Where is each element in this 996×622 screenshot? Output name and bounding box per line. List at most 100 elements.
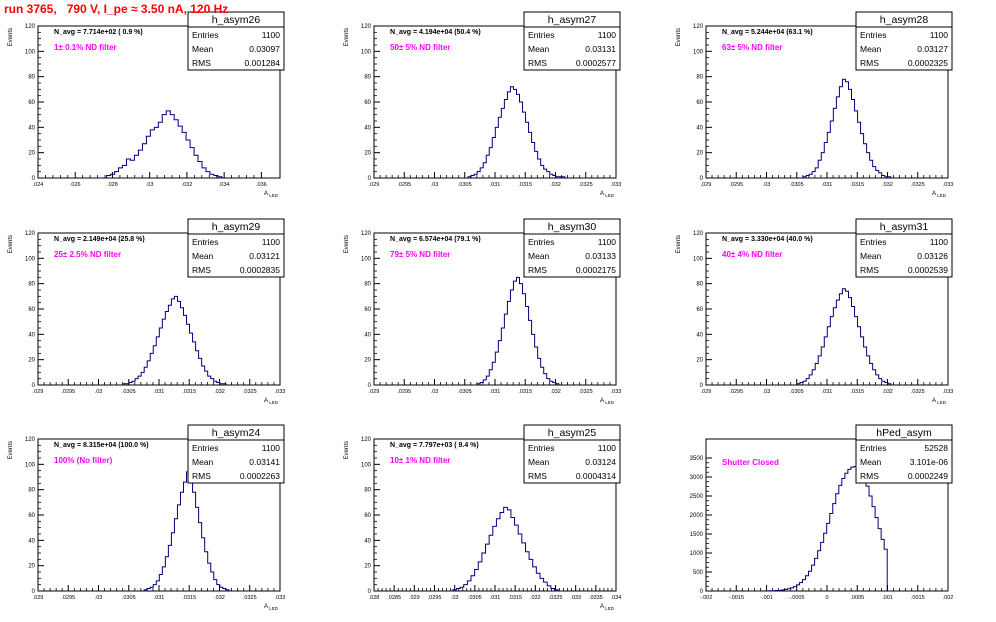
- stats-box-frame: [187, 424, 285, 484]
- stats-box-frame: [855, 424, 953, 484]
- histogram-panel-h_asym31: 0 20 40 60 80 100 120 .029 .0295 .03 .0305 .031 .031…: [676, 218, 953, 405]
- stats-box: h_asym25 Entries 1100 Mean 0.03124 RMS 0.00043…: [523, 424, 621, 484]
- stats-value: 0.03124: [585, 457, 616, 467]
- y-tick-label: 80: [364, 488, 371, 494]
- stats-box-title: h_asym29: [212, 221, 261, 233]
- x-tick-label: .033: [275, 389, 286, 395]
- x-tick-label: .0015: [911, 595, 925, 601]
- y-tick-label: 0: [368, 589, 372, 595]
- stats-box-title: h_asym31: [880, 221, 929, 233]
- stats-label: Mean: [860, 44, 882, 54]
- stats-box-title: h_asym28: [880, 14, 929, 26]
- y-tick-label: 40: [28, 538, 35, 544]
- y-tick-label: 2000: [690, 513, 704, 519]
- x-tick-label: .0315: [850, 389, 864, 395]
- y-axis-title: Events: [8, 235, 14, 253]
- x-tick-label: -.0015: [728, 595, 744, 601]
- x-axis-title-subscript: LED: [604, 193, 615, 198]
- y-tick-label: 20: [28, 564, 35, 570]
- x-tick-label: .0305: [122, 389, 136, 395]
- filter-label: 100% (No filter): [54, 456, 113, 465]
- y-tick-label: 60: [696, 307, 703, 313]
- x-tick-label: .031: [154, 595, 165, 601]
- x-tick-label: .034: [219, 182, 230, 188]
- x-tick-label: .03: [763, 389, 771, 395]
- stats-label: Entries: [860, 443, 886, 453]
- y-tick-label: 0: [700, 589, 704, 595]
- x-axis-title: A LED: [932, 191, 947, 198]
- filter-label: 79± 5% ND filter: [390, 250, 450, 259]
- stats-label: RMS: [192, 58, 211, 68]
- y-tick-label: 120: [361, 231, 372, 237]
- x-axis-title: A LED: [264, 398, 279, 405]
- filter-label: 40± 4% ND filter: [722, 250, 782, 259]
- x-tick-label: .031: [490, 389, 501, 395]
- stats-box-frame: [855, 11, 953, 71]
- stats-label: Mean: [192, 44, 214, 54]
- x-tick-label: .0295: [729, 389, 743, 395]
- x-tick-label: .0315: [518, 182, 532, 188]
- x-tick-label: .0325: [243, 595, 257, 601]
- y-tick-label: 20: [28, 151, 35, 157]
- y-tick-label: 80: [28, 75, 35, 81]
- stats-label: Entries: [528, 443, 554, 453]
- y-tick-label: 80: [28, 282, 35, 288]
- stats-label: Mean: [528, 457, 550, 467]
- x-tick-label: .001: [882, 595, 893, 601]
- x-tick-label: .03: [146, 182, 154, 188]
- x-axis-title-subscript: LED: [936, 400, 947, 405]
- y-tick-label: 120: [25, 437, 36, 443]
- x-tick-label: .0315: [850, 182, 864, 188]
- x-tick-label: -.002: [700, 595, 713, 601]
- y-tick-label: 20: [696, 151, 703, 157]
- y-tick-label: 2500: [690, 494, 704, 500]
- x-tick-label: .0305: [790, 182, 804, 188]
- x-axis-title: A LED: [932, 398, 947, 405]
- y-tick-label: 120: [361, 24, 372, 30]
- x-tick-label: .032: [882, 389, 893, 395]
- x-tick-label: .036: [256, 182, 267, 188]
- y-tick-label: 0: [368, 383, 372, 389]
- stats-label: RMS: [528, 58, 547, 68]
- histogram-panel-h_asym24: 0 20 40 60 80 100 120 .029 .0295 .03 .0305 .031 .031…: [8, 424, 285, 611]
- stats-box-title: h_asym27: [548, 14, 597, 26]
- stats-label: Entries: [528, 237, 554, 247]
- x-tick-label: .0295: [61, 595, 75, 601]
- histogram-panel-h_asym30: 0 20 40 60 80 100 120 .029 .0295 .03 .0305 .031 .031…: [344, 218, 621, 405]
- x-tick-label: .031: [822, 182, 833, 188]
- stats-value: 0.0002539: [908, 265, 948, 275]
- stats-label: Mean: [528, 251, 550, 261]
- stats-label: Entries: [192, 237, 218, 247]
- stats-value: 0.03126: [917, 251, 948, 261]
- y-axis-title: Events: [676, 28, 682, 46]
- x-tick-label: -.0005: [789, 595, 805, 601]
- x-axis-title-subscript: LED: [268, 606, 279, 611]
- navg-label: N_avg = 6.574e+04 (79.1 %): [390, 236, 481, 243]
- y-tick-label: 3500: [690, 456, 704, 462]
- stats-label: Entries: [192, 30, 218, 40]
- y-tick-label: 60: [28, 307, 35, 313]
- x-tick-label: .03: [95, 389, 103, 395]
- y-tick-label: 100: [25, 49, 36, 55]
- stats-box-frame: [187, 11, 285, 71]
- x-tick-label: .0305: [790, 389, 804, 395]
- stats-label: Mean: [192, 457, 214, 467]
- y-tick-label: 60: [28, 100, 35, 106]
- y-tick-label: 80: [28, 488, 35, 494]
- y-tick-label: 20: [28, 358, 35, 364]
- navg-label: N_avg = 5.244e+04 (63.1 %): [722, 29, 813, 36]
- x-tick-label: .029: [33, 595, 44, 601]
- filter-label: 10± 1% ND filter: [390, 456, 450, 465]
- x-axis-title: A LED: [264, 191, 279, 198]
- stats-label: RMS: [528, 265, 547, 275]
- y-tick-label: 60: [28, 513, 35, 519]
- histogram-line: [122, 295, 227, 385]
- x-tick-label: .0295: [428, 595, 442, 601]
- x-tick-label: .03: [451, 595, 459, 601]
- y-tick-label: 60: [696, 100, 703, 106]
- y-tick-label: 80: [364, 282, 371, 288]
- x-tick-label: .0325: [911, 182, 925, 188]
- stats-box-frame: [523, 11, 621, 71]
- x-tick-label: .0335: [589, 595, 603, 601]
- stats-box-frame: [523, 218, 621, 278]
